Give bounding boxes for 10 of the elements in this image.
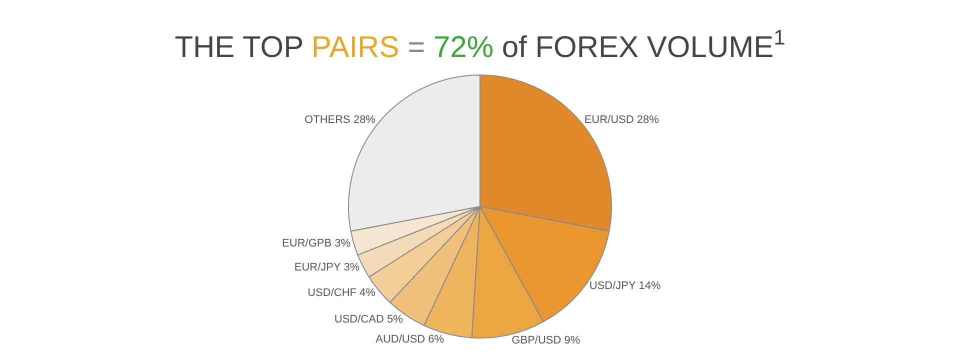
slice-label: USD/CHF 4% <box>308 286 376 299</box>
slice-label: EUR/JPY 3% <box>294 261 360 274</box>
slice-label: USD/JPY 14% <box>589 280 661 292</box>
slice-label: EUR/GPB 3% <box>282 238 351 250</box>
chart-title: THE TOP PAIRS = 72% of FOREX VOLUME$^{1}$ <box>174 26 786 64</box>
slice-label: USD/CAD 5% <box>334 313 404 326</box>
slice-label: EUR/USD 28% <box>584 114 660 126</box>
slice-label: AUD/USD 6% <box>376 334 444 346</box>
slice-label: GBP/USD 9% <box>512 334 580 347</box>
slice-label: OTHERS 28% <box>304 114 376 126</box>
